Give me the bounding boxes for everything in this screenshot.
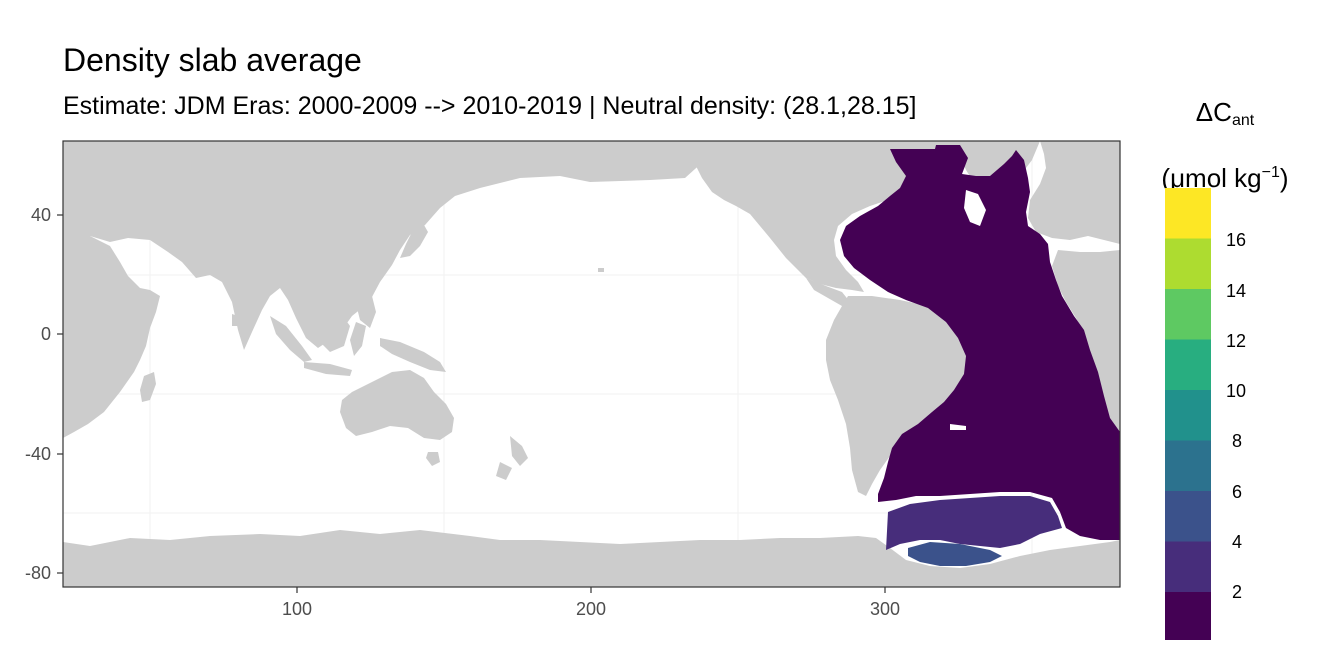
land-new-guinea	[380, 338, 446, 372]
legend-bin	[1165, 390, 1211, 441]
legend-label: 16	[1226, 230, 1246, 250]
land-africa	[63, 236, 160, 438]
y-tick-label: 0	[41, 324, 51, 344]
legend-colorbar: 16 14 12 10 8 6 4 2	[1165, 188, 1246, 640]
map-axes: 40 0 -40 -80 100 200 300	[25, 205, 900, 619]
land-antarctica	[63, 530, 1120, 587]
land-philippines	[356, 290, 376, 328]
land-asia	[63, 141, 720, 350]
legend-bin	[1165, 491, 1211, 542]
land-taiwan	[368, 276, 376, 290]
legend-label: 2	[1232, 582, 1242, 602]
land-central-america	[806, 278, 850, 306]
legend-label: 14	[1226, 281, 1246, 301]
land-australia	[340, 370, 454, 440]
plot-subtitle: Estimate: JDM Eras: 2000-2009 --> 2010-2…	[63, 92, 917, 120]
land-sri-lanka	[232, 314, 238, 326]
legend-label: 12	[1226, 331, 1246, 351]
legend-unit-sup: −1	[1261, 164, 1280, 181]
dcant-gap	[964, 190, 986, 226]
legend-bin	[1165, 592, 1211, 640]
y-tick-label: 40	[31, 205, 51, 225]
legend-title-sub: ant	[1231, 112, 1255, 129]
dcant-field	[840, 145, 1120, 566]
legend-label: 8	[1232, 431, 1242, 451]
legend-label: 10	[1226, 381, 1246, 401]
legend-title-main: ΔC	[1195, 97, 1232, 127]
land-madagascar	[140, 372, 156, 402]
legend-bin	[1165, 238, 1211, 289]
land-sumatra	[270, 316, 312, 362]
y-tick-label: -80	[25, 563, 51, 583]
legend-bin	[1165, 339, 1211, 390]
legend-bin	[1165, 289, 1211, 340]
x-tick-label: 300	[870, 599, 900, 619]
land-japan	[400, 212, 428, 258]
legend-bin	[1165, 541, 1211, 592]
legend-unit-end: )	[1279, 163, 1289, 193]
legend-bin	[1165, 440, 1211, 491]
x-tick-label: 200	[576, 599, 606, 619]
legend-bin	[1165, 188, 1211, 239]
x-tick-label: 100	[282, 599, 312, 619]
land-north-america	[690, 141, 1010, 292]
legend-label: 6	[1232, 482, 1242, 502]
land-tasmania	[426, 452, 440, 466]
land-new-zealand	[496, 436, 528, 480]
land-sulawesi	[350, 322, 366, 356]
plot-title: Density slab average	[63, 42, 362, 78]
legend-title: ΔCant (μmol kg−1)	[1150, 86, 1300, 204]
y-tick-label: -40	[25, 444, 51, 464]
dcant-cell-4-6	[908, 542, 1002, 566]
land-europe	[1028, 141, 1120, 244]
dcant-gap	[950, 424, 966, 430]
land-borneo	[318, 312, 350, 352]
land-south-america	[826, 296, 970, 496]
dcant-cell-0-2	[840, 145, 1120, 540]
dcant-cell-2-4	[886, 496, 1062, 550]
legend-label: 4	[1232, 532, 1242, 552]
land-java	[304, 362, 352, 376]
